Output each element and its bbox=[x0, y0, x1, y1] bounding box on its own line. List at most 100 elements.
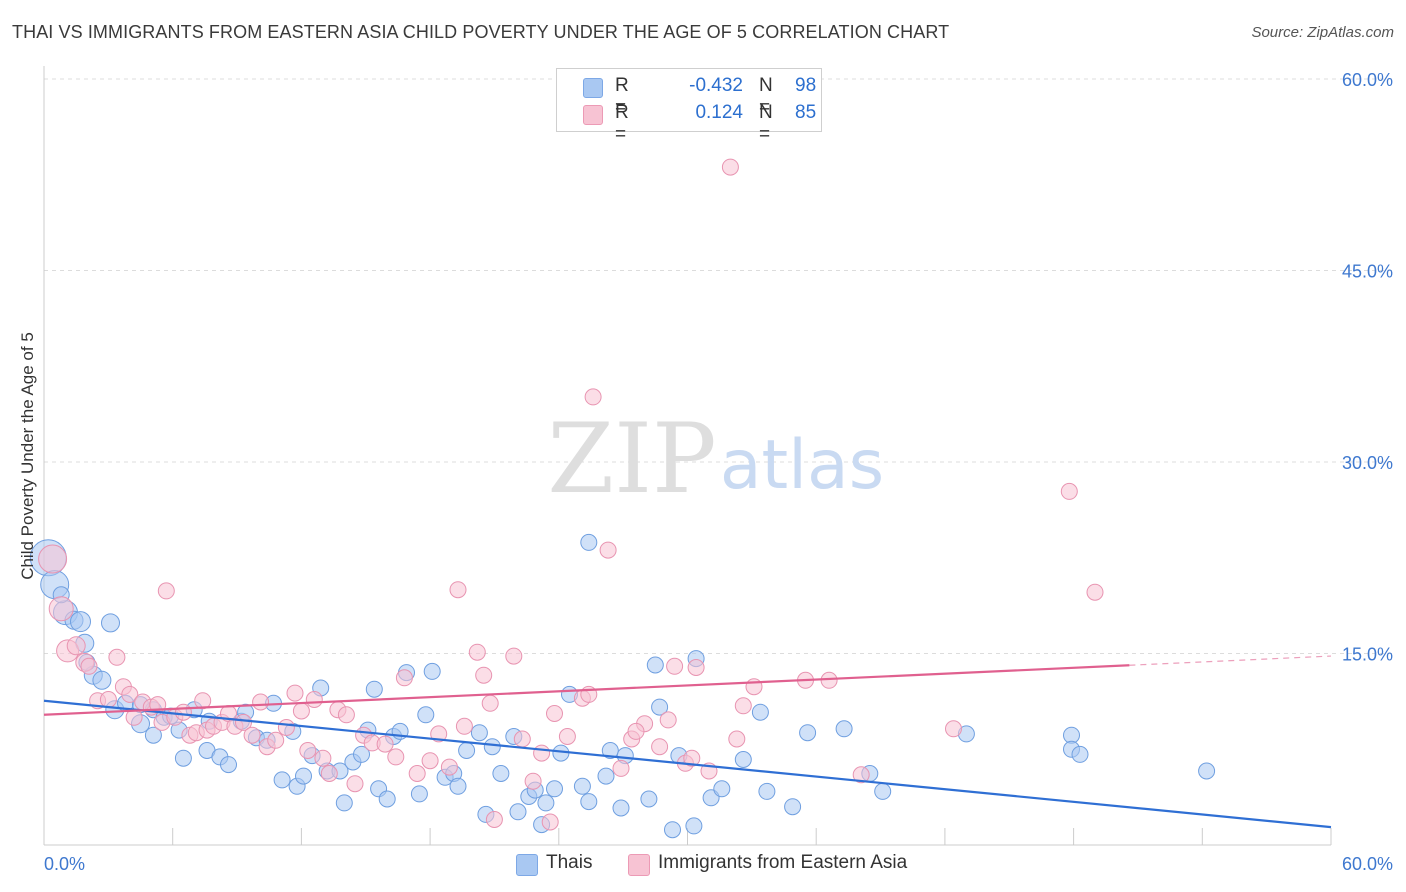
point-immigrants-75 bbox=[687, 659, 705, 676]
point-immigrants-72 bbox=[659, 711, 677, 729]
bottom-legend-label-thais: Thais bbox=[546, 852, 593, 873]
point-immigrants-47 bbox=[408, 765, 426, 782]
legend-n-value-immigrants: 85 bbox=[795, 102, 817, 123]
point-thais-15 bbox=[144, 726, 162, 744]
point-thais-88 bbox=[835, 720, 853, 738]
point-immigrants-85 bbox=[1060, 482, 1078, 500]
point-immigrants-41 bbox=[346, 775, 364, 793]
y-tick-label-2: 45.0% bbox=[1342, 262, 1393, 282]
point-immigrants-59 bbox=[524, 772, 542, 790]
point-immigrants-71 bbox=[651, 738, 669, 756]
point-thais-67 bbox=[573, 777, 591, 795]
point-thais-68 bbox=[580, 793, 598, 811]
point-immigrants-28 bbox=[243, 726, 261, 744]
point-immigrants-86 bbox=[1086, 583, 1104, 601]
point-immigrants-8 bbox=[108, 648, 126, 666]
bottom-legend-swatch-thais bbox=[516, 854, 538, 876]
point-thais-86 bbox=[784, 798, 802, 816]
point-thais-75 bbox=[646, 656, 664, 674]
point-thais-87 bbox=[799, 724, 817, 742]
point-thais-49 bbox=[423, 662, 441, 680]
x-tick-label-max: 60.0% bbox=[1342, 854, 1393, 874]
bottom-legend-swatch-immigrants bbox=[628, 854, 650, 876]
point-immigrants-62 bbox=[546, 705, 563, 722]
point-thais-84 bbox=[751, 703, 769, 721]
point-immigrants-1 bbox=[48, 596, 74, 622]
point-immigrants-10 bbox=[121, 685, 139, 703]
legend-r-label: R = bbox=[615, 75, 629, 118]
point-thais-37 bbox=[335, 794, 353, 812]
point-thais-47 bbox=[410, 785, 428, 803]
point-immigrants-21 bbox=[194, 692, 212, 710]
trendlines bbox=[43, 655, 1332, 829]
point-immigrants-34 bbox=[292, 702, 310, 720]
point-immigrants-33 bbox=[286, 684, 304, 702]
legend-n-value-thais: 98 bbox=[795, 75, 817, 96]
point-immigrants-37 bbox=[314, 749, 332, 767]
point-thais-74 bbox=[640, 790, 658, 808]
point-immigrants-77 bbox=[721, 158, 739, 176]
point-immigrants-7 bbox=[99, 691, 117, 708]
point-immigrants-88 bbox=[627, 722, 645, 740]
bottom-legend-label-immigrants: Immigrants from Eastern Asia bbox=[658, 852, 908, 873]
point-thais-69 bbox=[580, 533, 598, 551]
point-immigrants-55 bbox=[481, 694, 499, 712]
point-immigrants-16 bbox=[157, 582, 175, 600]
point-thais-8 bbox=[92, 670, 112, 690]
point-thais-48 bbox=[417, 706, 435, 724]
point-thais-71 bbox=[601, 742, 619, 759]
point-immigrants-63 bbox=[558, 728, 576, 745]
point-immigrants-87 bbox=[683, 749, 701, 767]
point-immigrants-60 bbox=[533, 744, 551, 762]
point-immigrants-5 bbox=[80, 657, 98, 675]
watermark: ZIP atlas bbox=[547, 403, 884, 515]
trendline-immigrants-extension bbox=[1129, 655, 1332, 666]
point-immigrants-79 bbox=[734, 697, 752, 715]
point-immigrants-50 bbox=[440, 758, 458, 776]
legend-swatch-thais bbox=[583, 78, 603, 98]
point-immigrants-57 bbox=[505, 647, 523, 665]
point-immigrants-53 bbox=[468, 643, 486, 661]
point-immigrants-66 bbox=[584, 388, 602, 406]
point-immigrants-44 bbox=[376, 735, 394, 753]
point-thais-70 bbox=[597, 767, 615, 785]
tick-labels: 15.0% 30.0% 45.0% 60.0% 0.0% 60.0% bbox=[44, 70, 1393, 874]
legend-r-value-immigrants: 0.124 bbox=[695, 102, 743, 123]
point-thais-90 bbox=[874, 782, 892, 800]
point-thais-63 bbox=[537, 794, 555, 812]
watermark-zip: ZIP bbox=[547, 403, 716, 515]
point-immigrants-78 bbox=[728, 730, 746, 748]
point-thais-41 bbox=[365, 680, 383, 698]
legend: R = -0.432 N = 98 R = 0.124 N = 85 bbox=[556, 68, 822, 145]
point-immigrants-67 bbox=[599, 541, 617, 559]
watermark-atlas: atlas bbox=[720, 426, 884, 505]
point-immigrants-35 bbox=[299, 742, 317, 759]
point-immigrants-54 bbox=[475, 666, 493, 684]
y-tick-label-0: 15.0% bbox=[1342, 645, 1393, 665]
point-immigrants-31 bbox=[267, 731, 285, 749]
point-immigrants-51 bbox=[449, 581, 467, 599]
trendline-immigrants bbox=[43, 664, 1130, 716]
point-immigrants-40 bbox=[337, 706, 355, 724]
legend-swatch-immigrants bbox=[583, 105, 603, 125]
point-thais-29 bbox=[273, 771, 291, 789]
point-immigrants-52 bbox=[455, 717, 473, 735]
point-thais-54 bbox=[470, 724, 488, 742]
point-thais-95 bbox=[1198, 762, 1216, 780]
point-thais-77 bbox=[664, 821, 681, 839]
point-immigrants-36 bbox=[305, 691, 323, 708]
axes bbox=[43, 66, 1332, 846]
legend-r-value-thais: -0.432 bbox=[689, 75, 743, 96]
legend-n-label: N = bbox=[759, 102, 773, 145]
point-immigrants-56 bbox=[485, 811, 503, 828]
point-immigrants-83 bbox=[852, 766, 870, 784]
legend-r-label: R = bbox=[615, 102, 629, 145]
legend-n-label: N = bbox=[759, 75, 773, 118]
point-thais-79 bbox=[685, 817, 703, 835]
point-thais-85 bbox=[758, 782, 776, 800]
point-thais-52 bbox=[449, 777, 467, 795]
point-immigrants-29 bbox=[252, 693, 270, 711]
point-thais-82 bbox=[713, 780, 731, 798]
point-immigrants-68 bbox=[612, 759, 630, 777]
